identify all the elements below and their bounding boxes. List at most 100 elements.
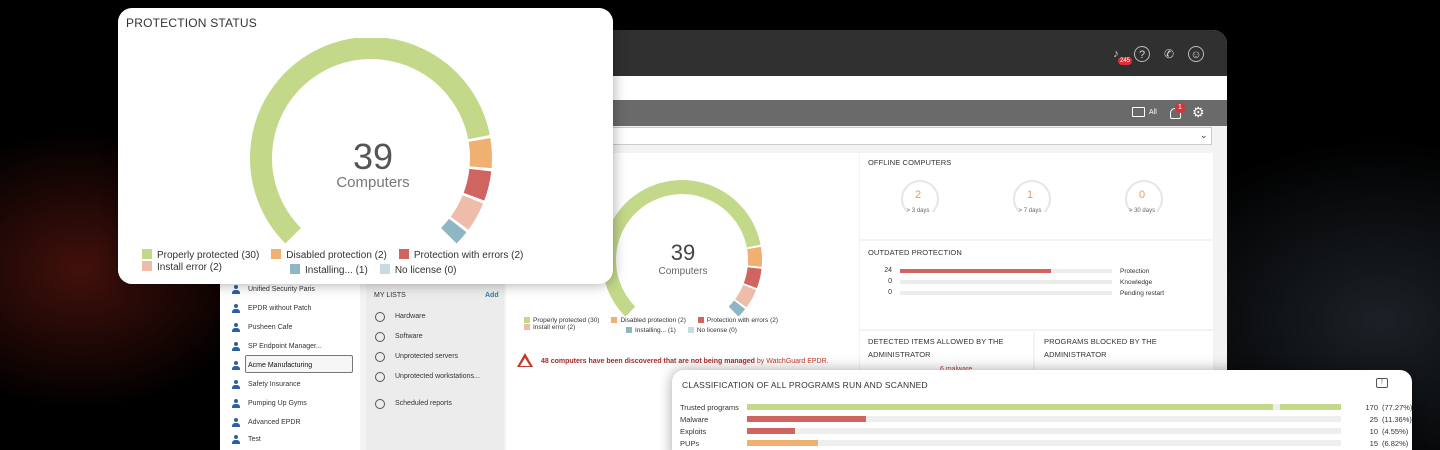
offline-count[interactable]: 0 [1138, 189, 1146, 201]
tree-item[interactable]: Advanced EPDR [248, 419, 301, 426]
gauge-segment[interactable] [743, 267, 762, 289]
comment-icon[interactable]: ! [1376, 378, 1388, 388]
gauge-small-unit: Computers [658, 266, 708, 277]
tree-item[interactable]: EPDR without Patch [248, 305, 312, 312]
offline-title: OFFLINE COMPUTERS [868, 158, 952, 167]
tree-item[interactable]: Pumping Up Gyms [248, 400, 307, 407]
unmanaged-warning[interactable]: 48 computers have been discovered that a… [541, 358, 829, 365]
tree-item[interactable]: Pusheen Cafe [248, 324, 293, 331]
outdated-protection-widget [860, 241, 1213, 329]
offline-period: > 7 days [1018, 208, 1042, 214]
my-list-item[interactable]: Scheduled reports [395, 400, 452, 407]
legend-swatch [142, 261, 152, 271]
gauge-segment[interactable] [468, 138, 492, 169]
classification-title: CLASSIFICATION OF ALL PROGRAMS RUN AND S… [682, 380, 928, 390]
user-icon[interactable]: ☺ [1188, 46, 1204, 62]
legend-item[interactable]: Installing... (1) [626, 327, 676, 334]
legend-item[interactable]: Properly protected (30) [524, 317, 599, 324]
legend-swatch [379, 264, 390, 274]
classification-count: 170 [1365, 403, 1378, 412]
unmanaged-warning-text: 48 computers have been discovered that a… [541, 358, 755, 365]
tree-item[interactable]: Acme Manufacturing [248, 362, 313, 369]
computer-group-icon [232, 399, 240, 408]
legend-item[interactable]: No license (0) [687, 327, 737, 334]
chevron-down-icon[interactable]: ⌄ [1200, 130, 1208, 140]
offline-period: > 30 days [1128, 208, 1156, 214]
list-icon [375, 399, 385, 409]
gear-icon[interactable]: ⚙ [1192, 104, 1205, 120]
help-icon[interactable]: ? [1134, 46, 1150, 62]
phone-icon[interactable]: ✆ [1163, 47, 1175, 61]
legend-label: Protection with errors (2) [706, 317, 779, 324]
legend-item[interactable]: Installing... (1) [290, 264, 368, 276]
legend-swatch [611, 317, 618, 324]
legend-swatch [142, 249, 152, 259]
tree-item[interactable]: Safety Insurance [248, 381, 301, 388]
legend-swatch [524, 317, 530, 324]
gauge-segment[interactable] [747, 246, 762, 267]
gauge-segment[interactable] [728, 300, 746, 317]
legend-item[interactable]: Disabled protection (2) [611, 317, 686, 324]
legend-item[interactable]: Properly protected (30) [142, 249, 259, 261]
add-list-button[interactable]: Add [485, 292, 499, 299]
protection-status-title: PROTECTION STATUS [126, 16, 257, 30]
gauge-segment[interactable] [250, 38, 490, 244]
computer-group-icon [232, 380, 240, 389]
legend-label: Disabled protection (2) [286, 250, 387, 261]
list-icon [375, 352, 385, 362]
legend-label: Install error (2) [533, 324, 576, 331]
classification-bar[interactable] [747, 404, 1341, 410]
my-list-item[interactable]: Software [395, 333, 423, 340]
classification-bar[interactable] [747, 428, 1341, 434]
my-lists-panel [366, 280, 504, 450]
gauge-legend: Properly protected (30) Disabled protecti… [142, 249, 612, 273]
classification-card[interactable]: CLASSIFICATION OF ALL PROGRAMS RUN AND S… [672, 370, 1412, 450]
outdated-count: 0 [888, 289, 892, 296]
classification-bar-fill [747, 404, 1273, 410]
classification-bar[interactable] [747, 440, 1341, 446]
classification-label: Trusted programs [680, 403, 739, 412]
legend-label: Installing... (1) [305, 265, 368, 276]
legend-item[interactable]: No license (0) [379, 264, 457, 276]
folder-icon[interactable] [1132, 107, 1145, 117]
my-list-item[interactable]: Unprotected workstations... [395, 373, 480, 380]
my-list-item[interactable]: Unprotected servers [395, 353, 459, 360]
outdated-bar[interactable] [900, 280, 1112, 284]
offline-period: > 3 days [906, 208, 930, 214]
legend-item[interactable]: Install error (2) [142, 261, 222, 273]
outdated-bar[interactable] [900, 269, 1112, 273]
protection-status-card[interactable]: PROTECTION STATUS 39 Computers Properly … [118, 8, 613, 284]
outdated-bar[interactable] [900, 291, 1112, 295]
gauge-unit: Computers [336, 174, 410, 191]
list-icon [375, 312, 385, 322]
legend-item[interactable]: Protection with errors (2) [398, 249, 523, 261]
gauge-segment[interactable] [735, 284, 757, 308]
detected-first-item[interactable]: 6 malware [940, 366, 972, 373]
my-list-item[interactable]: Hardware [395, 313, 426, 320]
offline-count[interactable]: 2 [914, 189, 922, 201]
legend-swatch [524, 324, 530, 331]
classification-label: PUPs [680, 439, 700, 448]
gauge-segment[interactable] [450, 194, 484, 230]
legend-item[interactable]: Install error (2) [524, 324, 575, 331]
detected-title-line2: ADMINISTRATOR [868, 350, 931, 359]
classification-percent: (11.36%) [1382, 415, 1412, 424]
tree-item[interactable]: SP Endpoint Manager... [248, 343, 322, 350]
gauge-segment[interactable] [440, 218, 467, 244]
offline-count[interactable]: 1 [1026, 189, 1034, 201]
classification-bar-fill-tail [1280, 404, 1341, 410]
tree-item[interactable]: Test [248, 436, 261, 443]
tree-item[interactable]: Unified Security Paris [248, 286, 315, 293]
folder-filter-label[interactable]: All [1149, 109, 1157, 116]
classification-label: Malware [680, 415, 709, 424]
legend-swatch [271, 249, 282, 259]
outdated-title: OUTDATED PROTECTION [868, 248, 962, 257]
notifications-icon[interactable]: ♪ [1113, 48, 1119, 60]
legend-swatch [290, 264, 300, 274]
classification-bar[interactable] [747, 416, 1341, 422]
gauge-segment[interactable] [463, 168, 492, 201]
classification-bar-fill [747, 416, 866, 422]
legend-item[interactable]: Disabled protection (2) [271, 249, 387, 261]
legend-item[interactable]: Protection with errors (2) [697, 317, 779, 324]
unmanaged-warning-link[interactable]: by WatchGuard EPDR. [756, 358, 829, 365]
